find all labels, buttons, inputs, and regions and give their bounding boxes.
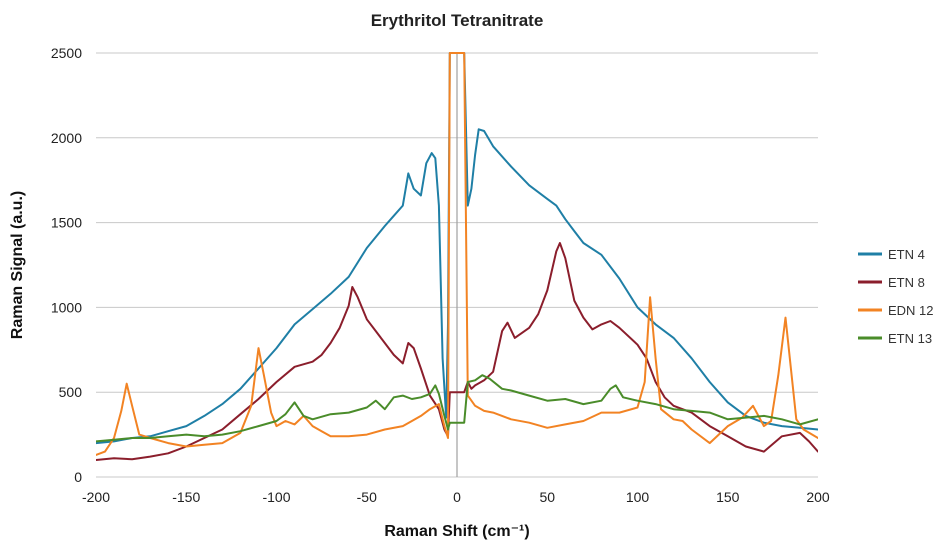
y-tick-label: 500 [59,384,83,400]
x-tick-label: -50 [357,489,377,505]
y-tick-label: 1000 [51,299,82,315]
x-tick-label: -150 [172,489,200,505]
chart-title: Erythritol Tetranitrate [371,11,544,30]
y-tick-label: 1500 [51,215,82,231]
x-tick-label: 100 [626,489,650,505]
legend-label: ETN 8 [888,275,925,290]
x-tick-label: 50 [539,489,555,505]
y-tick-label: 0 [74,469,82,485]
y-axis-label: Raman Signal (a.u.) [9,191,26,339]
x-axis-label: Raman Shift (cm⁻¹) [384,523,529,540]
x-tick-label: 200 [806,489,830,505]
x-tick-label: -200 [82,489,110,505]
x-tick-label: 0 [453,489,461,505]
y-tick-label: 2000 [51,130,82,146]
x-tick-label: -100 [262,489,290,505]
series-layer [96,52,818,461]
x-tick-label: 150 [716,489,740,505]
series-line-etn-13 [96,374,818,443]
series-line-edn-12 [96,52,818,456]
legend-label: ETN 13 [888,331,932,346]
y-tick-label: 2500 [51,45,82,61]
legend-label: EDN 12 [888,303,934,318]
legend: ETN 4 ETN 8 EDN 12 ETN 13 [858,247,934,346]
axis-layer: 0 500 1000 1500 2000 2500 -200 -150 -100 -50 0 50 10… [51,45,830,505]
legend-label: ETN 4 [888,247,925,262]
